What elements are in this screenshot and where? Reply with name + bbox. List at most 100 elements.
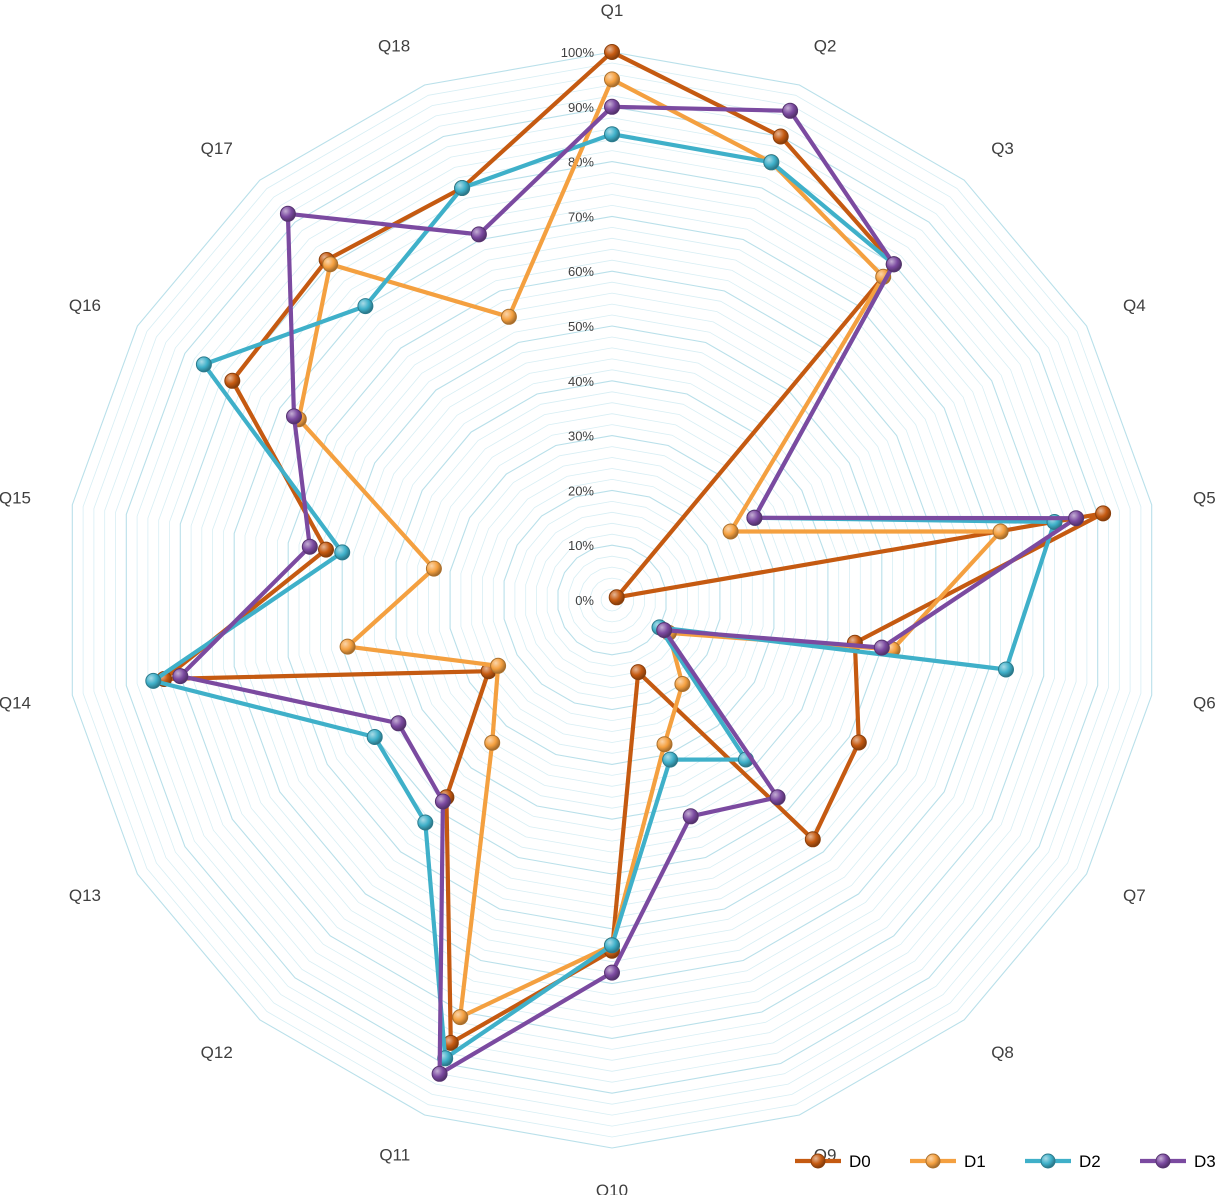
grid-ring xyxy=(590,577,634,623)
data-point-d3-q10 xyxy=(604,964,620,981)
grid-ring xyxy=(503,489,721,711)
tick-label: 70% xyxy=(568,209,594,224)
data-point-d1-q17 xyxy=(322,256,339,273)
grid-ring xyxy=(158,139,1066,1061)
grid-ring xyxy=(104,84,1120,1116)
data-point-d2-q6 xyxy=(998,661,1014,678)
category-label-q13: Q13 xyxy=(69,886,101,905)
legend-label: D0 xyxy=(849,1152,871,1171)
grid-ring xyxy=(460,446,764,754)
data-point-d2-q16 xyxy=(195,356,212,373)
data-point-d0-q4 xyxy=(608,589,625,606)
data-point-d3-q16 xyxy=(286,408,302,425)
category-label-q4: Q4 xyxy=(1123,296,1146,315)
grid-ring xyxy=(406,391,818,809)
data-point-d0-q8 xyxy=(804,831,821,848)
data-point-d3-q7 xyxy=(656,622,673,639)
grid-ring xyxy=(374,358,850,842)
data-point-d3-q11 xyxy=(431,1065,448,1082)
data-point-d3-q18 xyxy=(470,226,487,243)
data-point-d3-q8 xyxy=(769,789,786,806)
grid-ring xyxy=(233,215,991,985)
legend-marker xyxy=(925,1153,941,1169)
grid-ring xyxy=(579,566,645,634)
grid-ring xyxy=(417,402,807,798)
tick-label: 10% xyxy=(568,538,594,553)
legend-marker xyxy=(810,1153,826,1169)
tick-label: 100% xyxy=(561,45,595,60)
series-d3 xyxy=(172,98,1085,1082)
tick-label: 0% xyxy=(575,593,594,608)
category-label-q16: Q16 xyxy=(69,296,101,315)
grid-ring xyxy=(568,555,656,645)
data-point-d1-q15 xyxy=(425,560,442,577)
grid-ring xyxy=(384,369,840,831)
grid-ring xyxy=(115,95,1109,1105)
data-point-d3-q1 xyxy=(604,98,620,115)
legend: D0 D1 D2 D3 xyxy=(795,1152,1216,1171)
grid-ring xyxy=(352,336,872,864)
data-point-d2-q1 xyxy=(604,126,620,143)
data-point-d3-q4 xyxy=(746,509,763,526)
legend-marker xyxy=(1040,1153,1056,1169)
tick-label: 90% xyxy=(568,100,594,115)
category-label-q15: Q15 xyxy=(0,489,31,508)
category-label-q1: Q1 xyxy=(601,1,624,20)
data-point-d3-q2 xyxy=(782,102,799,119)
grid-ring xyxy=(298,281,926,919)
grid-ring xyxy=(201,183,1023,1017)
data-point-d1-q4 xyxy=(722,523,739,540)
data-point-d2-q14 xyxy=(145,672,162,689)
legend-marker xyxy=(1155,1153,1171,1169)
data-point-d1-q11 xyxy=(452,1009,469,1026)
grid-ring xyxy=(525,511,699,689)
data-point-d3-q17 xyxy=(279,205,296,222)
data-point-d1-q14 xyxy=(339,638,356,655)
data-point-d1-q12 xyxy=(484,734,501,751)
data-point-d2-q12 xyxy=(417,814,434,831)
data-point-d0-q15 xyxy=(318,541,334,558)
data-point-d1-q5 xyxy=(992,523,1009,540)
grid-ring xyxy=(330,314,893,886)
grid-ring xyxy=(320,303,904,897)
category-label-q14: Q14 xyxy=(0,694,31,713)
category-label-q17: Q17 xyxy=(201,139,233,158)
legend-item-d3: D3 xyxy=(1140,1152,1216,1171)
grid-ring xyxy=(428,413,796,787)
legend-item-d0: D0 xyxy=(795,1152,871,1171)
grid-ring xyxy=(71,51,1153,1149)
tick-label: 30% xyxy=(568,429,594,444)
legend-item-d2: D2 xyxy=(1025,1152,1101,1171)
grid-ring xyxy=(93,73,1131,1127)
data-point-d0-q9 xyxy=(630,664,647,681)
data-point-d2-q2 xyxy=(763,154,780,171)
tick-label: 40% xyxy=(568,374,594,389)
category-label-q11: Q11 xyxy=(379,1145,410,1164)
legend-label: D2 xyxy=(1079,1152,1101,1171)
grid-ring xyxy=(309,292,915,908)
data-point-d0-q16 xyxy=(224,372,241,389)
data-point-d3-q9 xyxy=(682,808,699,825)
data-point-d1-q8 xyxy=(674,676,691,692)
category-label-q3: Q3 xyxy=(991,139,1014,158)
grid-ring xyxy=(125,106,1099,1094)
grid-ring xyxy=(169,150,1055,1050)
category-label-q18: Q18 xyxy=(378,37,410,56)
data-point-d3-q6 xyxy=(873,639,890,656)
data-point-d3-q12 xyxy=(434,793,451,810)
data-point-d0-q2 xyxy=(772,128,789,145)
grid-ring xyxy=(514,500,710,700)
category-label-q6: Q6 xyxy=(1193,694,1216,713)
data-point-d0-q1 xyxy=(604,44,620,60)
tick-label: 60% xyxy=(568,264,594,279)
grid-ring xyxy=(363,347,861,853)
data-point-d2-q15 xyxy=(334,544,351,561)
grid-ring xyxy=(546,533,678,667)
data-point-d3-q3 xyxy=(885,256,902,273)
category-label-q5: Q5 xyxy=(1193,489,1216,508)
data-point-d2-q9 xyxy=(662,751,679,768)
data-point-d1-q18 xyxy=(500,308,517,325)
data-series xyxy=(145,44,1112,1082)
